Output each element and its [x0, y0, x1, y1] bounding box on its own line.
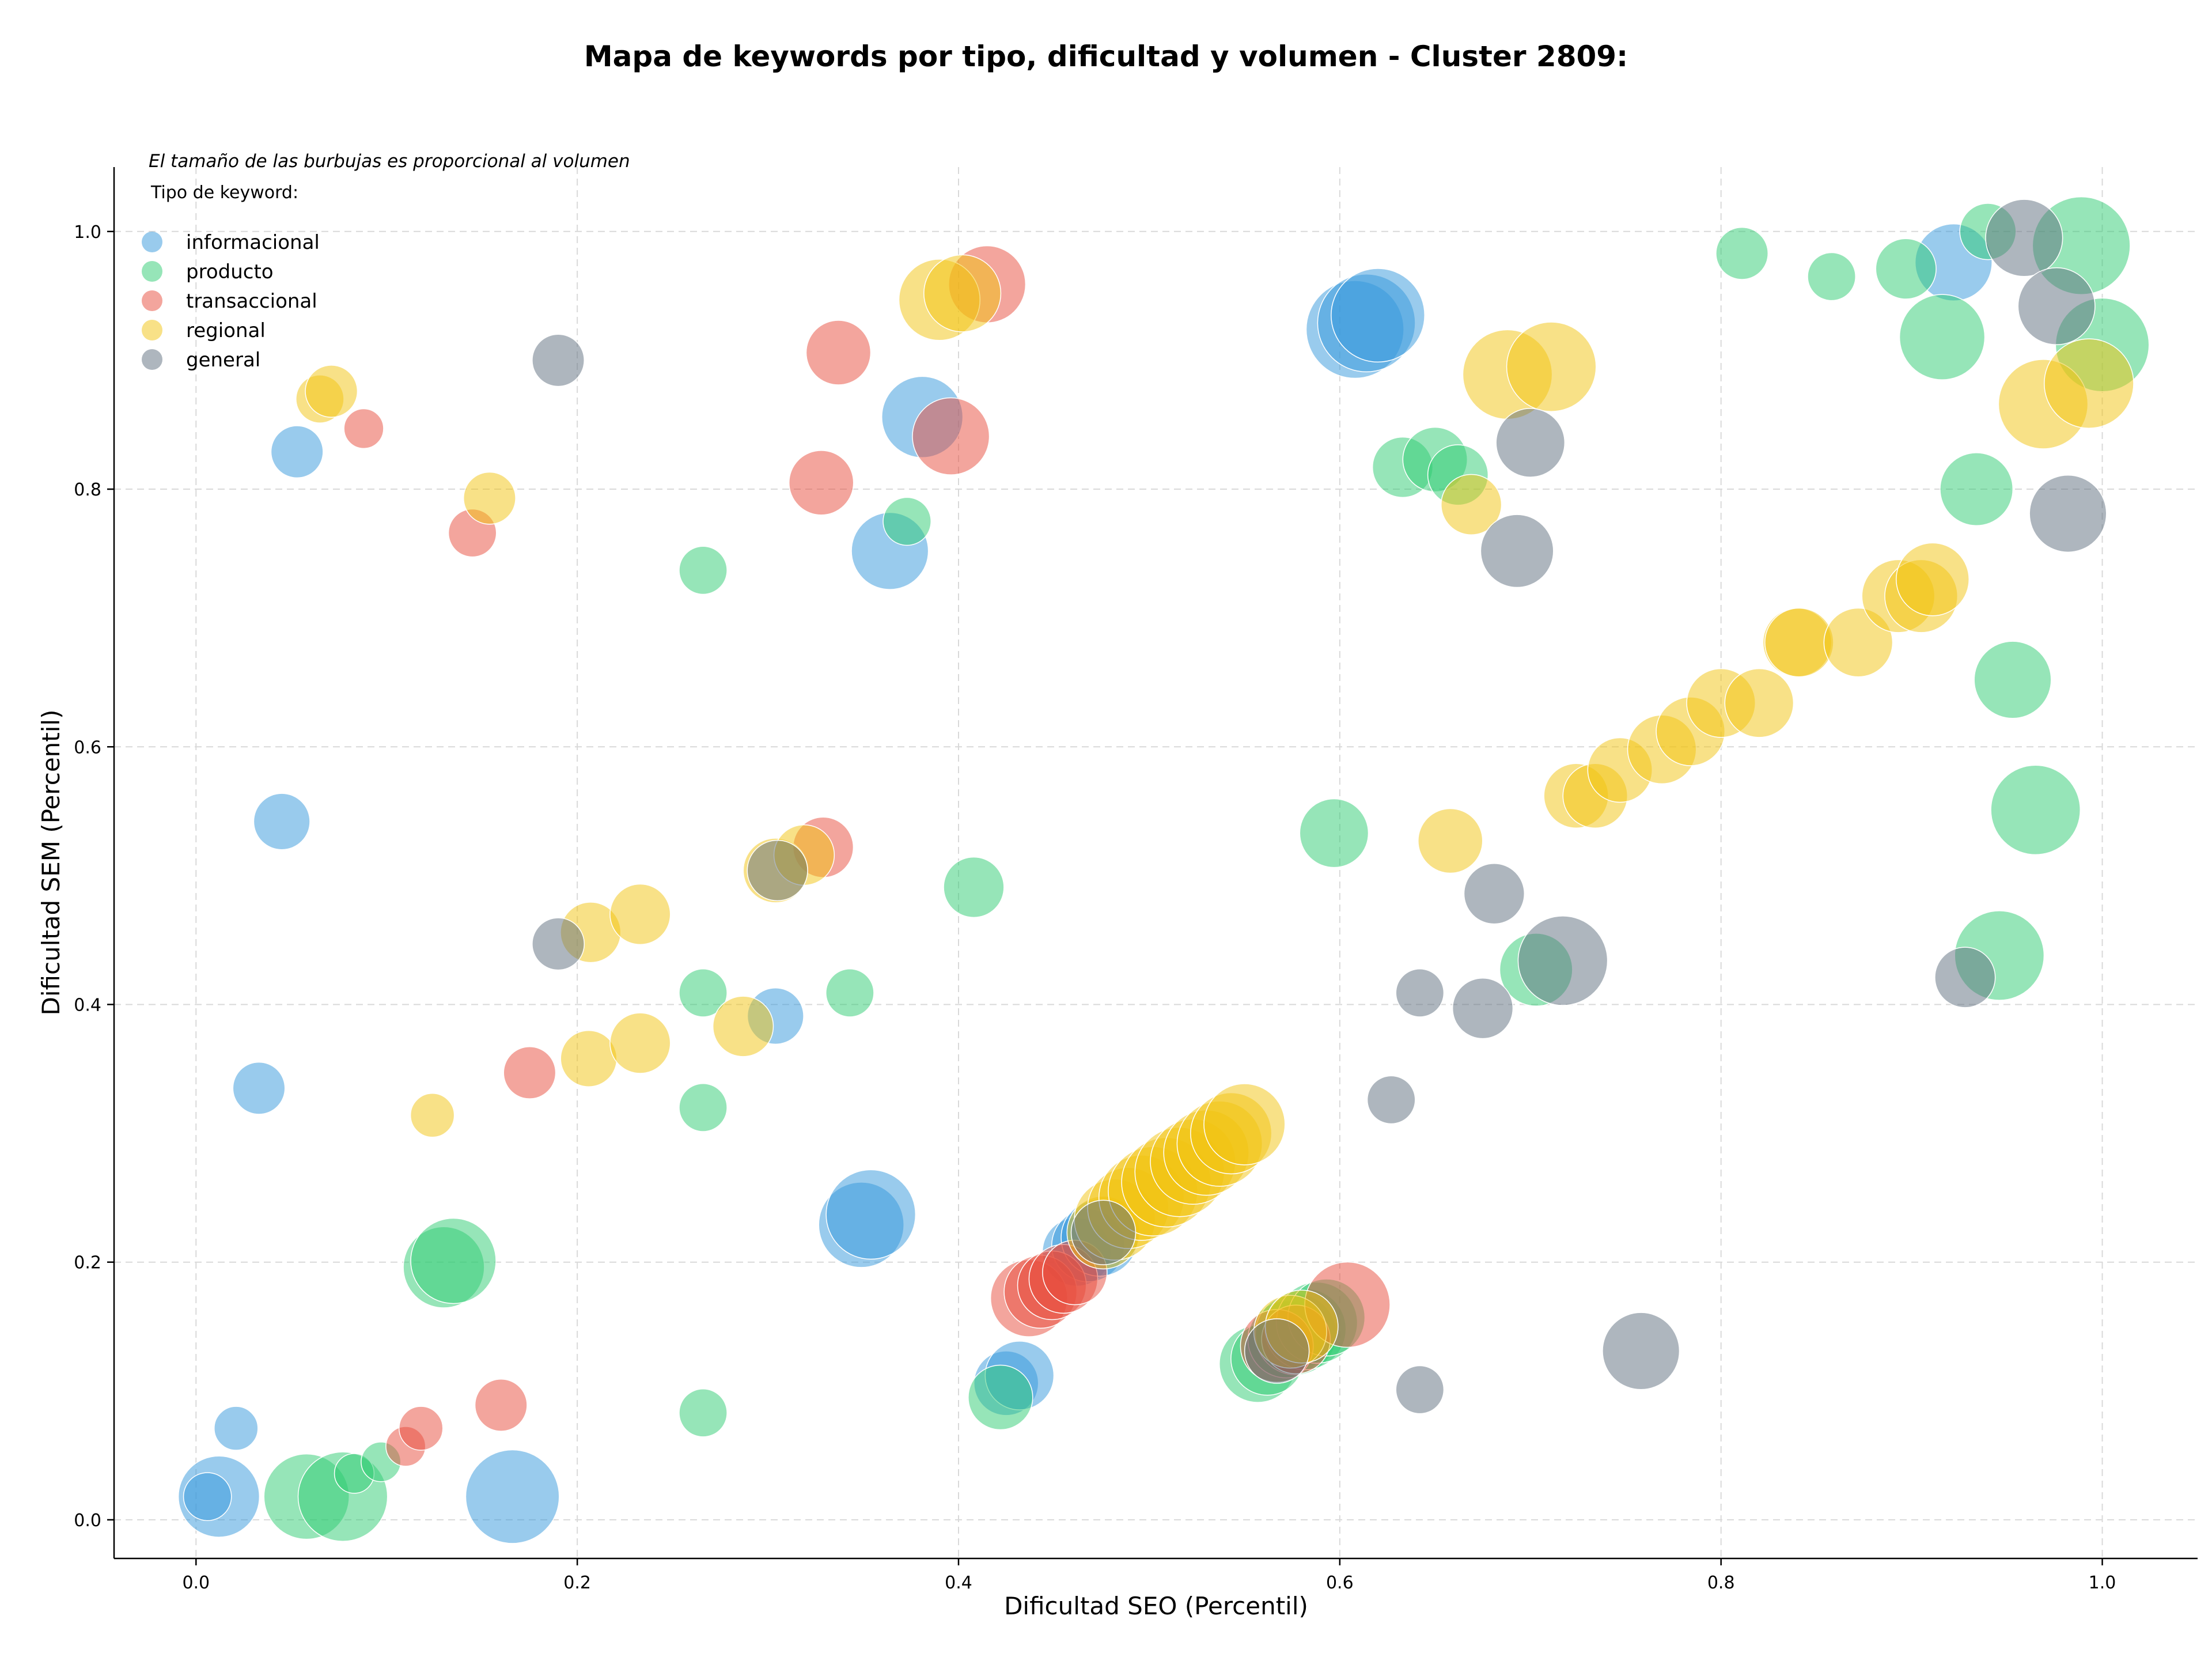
bubble-transaccional [474, 1378, 528, 1432]
bubble-informacional [1331, 268, 1425, 363]
bubble-regional [410, 1093, 455, 1138]
bubble-producto [679, 1083, 728, 1132]
bubble-informacional [270, 425, 324, 479]
bubble-transaccional [912, 397, 990, 475]
bubble-general [1452, 978, 1514, 1039]
bubble-producto [1990, 765, 2081, 856]
bubble-general [1517, 915, 1608, 1006]
bubble-informacional [214, 1406, 259, 1451]
bubble-general [2029, 474, 2107, 553]
bubble-general [1495, 408, 1566, 478]
bubble-general [1463, 863, 1525, 925]
bubble-regional [1896, 542, 1969, 616]
bubble-transaccional [399, 1406, 444, 1451]
bubble-producto [1715, 226, 1769, 280]
bubble-general [1244, 1318, 1310, 1384]
bubble-general [1480, 514, 1554, 588]
bubble-general [1934, 947, 1996, 1008]
legend-label-transaccional: transaccional [186, 290, 317, 313]
bubble-regional [1724, 668, 1794, 738]
bubble-regional [463, 471, 516, 525]
legend-label-producto: producto [186, 260, 274, 283]
bubble-regional [1823, 607, 1893, 678]
x-tick-label: 0.6 [1326, 1573, 1354, 1593]
y-tick-label: 0.8 [74, 480, 101, 500]
bubble-producto [825, 968, 874, 1017]
bubble-producto [882, 497, 931, 546]
legend-label-general: general [186, 349, 260, 372]
legend-marker-informacional [142, 232, 162, 252]
legend-label-informacional: informacional [186, 231, 320, 254]
bubble-general [1395, 1365, 1445, 1414]
bubble-producto [968, 1364, 1033, 1431]
legend-title: Tipo de keyword: [150, 183, 298, 203]
bubble-informacional [825, 1169, 916, 1260]
bubble-regional [2044, 338, 2134, 429]
legend-marker-regional [142, 320, 162, 340]
bubble-general [2017, 267, 2096, 346]
bubble-informacional [183, 1472, 232, 1522]
x-tick-label: 1.0 [2089, 1573, 2116, 1593]
bubble-regional [712, 996, 774, 1057]
bubble-producto [1974, 641, 2052, 719]
x-tick-label: 0.4 [945, 1573, 972, 1593]
bubble-regional [609, 883, 671, 945]
legend-label-regional: regional [186, 319, 266, 342]
bubble-size-note: El tamaño de las burbujas es proporciona… [149, 151, 630, 172]
bubble-producto [679, 968, 728, 1017]
bubble-regional [609, 1012, 671, 1074]
legend-marker-transaccional [142, 290, 162, 311]
bubble-producto [1875, 238, 1937, 300]
plot-area [177, 196, 2150, 1544]
x-tick-label: 0.0 [182, 1573, 210, 1593]
bubble-transaccional [343, 408, 384, 449]
bubble-informacional [465, 1449, 560, 1544]
axis-ticks: 0.0 0.2 0.4 0.6 0.8 1.0 0.0 0.2 0.4 0.6 0.8 1.0 [74, 222, 2116, 1593]
bubble-regional [305, 365, 358, 418]
bubble-general [532, 917, 585, 971]
bubble-regional [923, 254, 1002, 332]
bubble-transaccional [788, 450, 854, 516]
bubble-transaccional [805, 320, 872, 385]
chart-title: Mapa de keywords por tipo, dificultad y … [584, 40, 1628, 73]
bubble-general [532, 334, 585, 387]
bubble-transaccional [503, 1046, 556, 1099]
bubble-producto [943, 856, 1005, 918]
bubble-general [747, 839, 808, 902]
bubble-regional [1418, 808, 1483, 874]
bubble-general [1070, 1200, 1137, 1266]
bubble-producto [679, 1388, 728, 1437]
bubble-general [1602, 1312, 1680, 1390]
x-tick-label: 0.8 [1707, 1573, 1735, 1593]
bubble-general [1366, 1075, 1416, 1125]
bubble-informacional [232, 1061, 286, 1115]
bubble-regional [1506, 321, 1597, 412]
y-tick-label: 0.6 [74, 737, 101, 758]
bubble-regional [1441, 474, 1502, 536]
x-tick-label: 0.2 [563, 1573, 591, 1593]
legend-marker-general [142, 349, 162, 370]
legend: informacional producto transaccional region… [142, 231, 320, 372]
bubble-producto [1299, 798, 1369, 868]
legend-marker-producto [142, 261, 162, 282]
bubble-regional [560, 1030, 618, 1087]
bubble-producto [679, 546, 728, 595]
y-tick-label: 0.2 [74, 1253, 101, 1273]
bubble-general [1985, 199, 2063, 277]
bubble-regional [1764, 607, 1834, 678]
bubble-regional [1203, 1083, 1286, 1166]
grid [114, 167, 2198, 1558]
bubble-informacional [253, 793, 310, 850]
bubble-producto [1807, 252, 1856, 301]
y-axis-label: Dificultad SEM (Percentil) [37, 710, 65, 1016]
y-tick-label: 1.0 [74, 222, 101, 243]
bubble-producto [1940, 452, 2014, 526]
bubble-general [1395, 968, 1445, 1017]
y-tick-label: 0.4 [74, 995, 101, 1015]
bubble-producto [1899, 294, 1986, 380]
bubble-producto [410, 1217, 497, 1304]
y-tick-label: 0.0 [74, 1511, 101, 1531]
x-axis-label: Dificultad SEO (Percentil) [1004, 1592, 1308, 1620]
